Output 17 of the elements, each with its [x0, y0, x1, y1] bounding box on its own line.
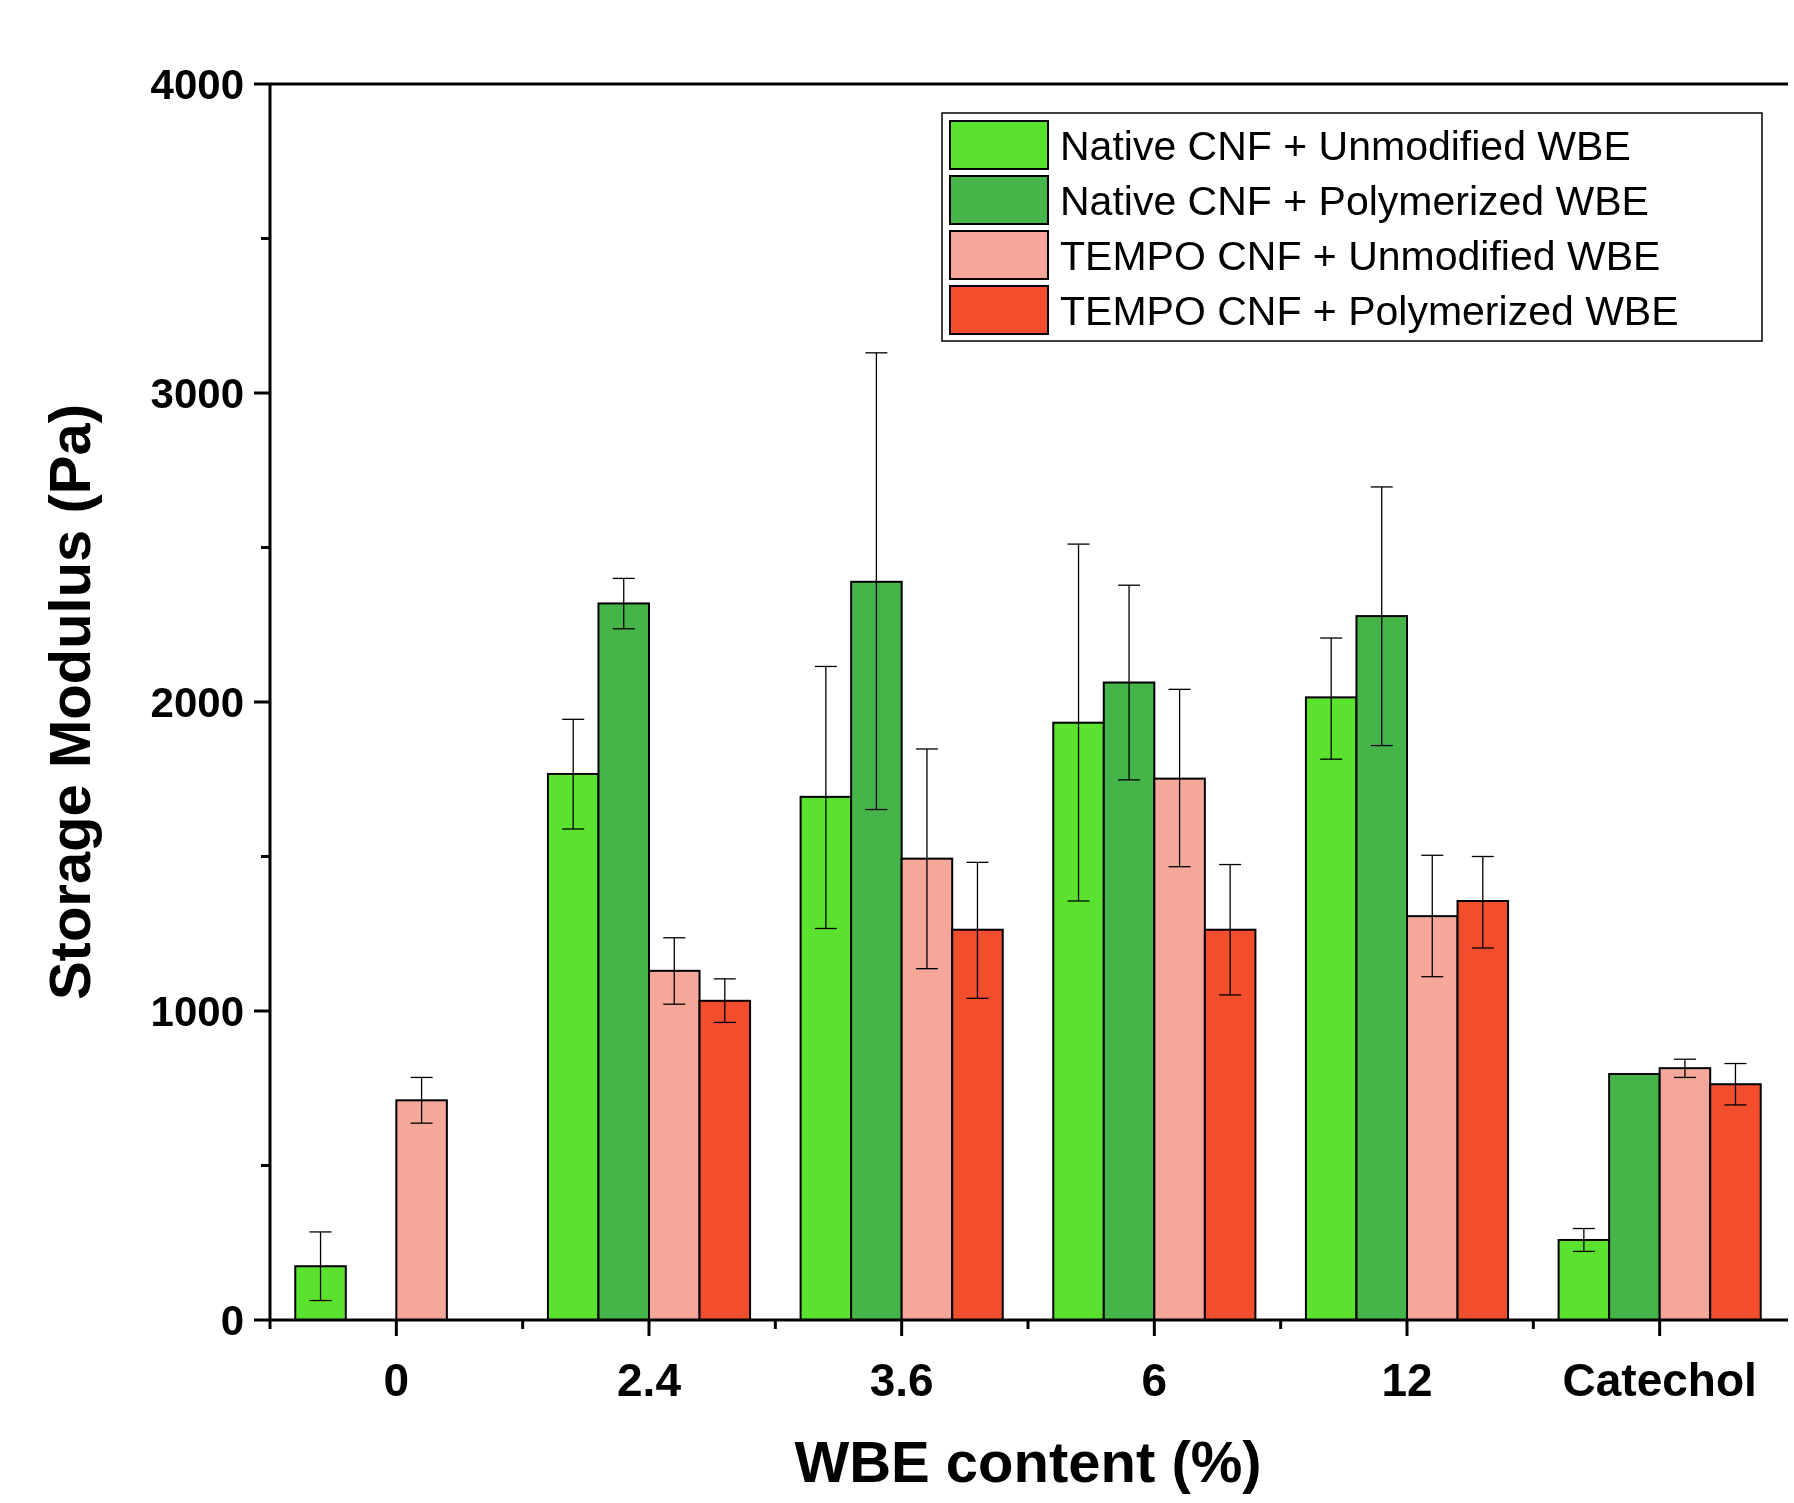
legend-label: TEMPO CNF + Polymerized WBE [1060, 288, 1679, 335]
y-tick-label: 3000 [150, 369, 244, 417]
x-tick-label: 6 [1141, 1354, 1168, 1406]
legend-label: Native CNF + Unmodified WBE [1060, 123, 1631, 170]
y-tick-label: 4000 [150, 60, 244, 108]
x-tick-label: 12 [1381, 1354, 1433, 1406]
y-axis-title: Storage Modulus (Pa) [37, 403, 102, 1001]
x-tick-label: 2.4 [617, 1354, 682, 1406]
y-tick-label: 0 [220, 1296, 244, 1344]
x-tick-label: Catechol [1562, 1354, 1757, 1406]
x-tick-label: 3.6 [869, 1354, 934, 1406]
x-tick-label: 0 [383, 1354, 410, 1406]
y-tick-label: 1000 [150, 987, 244, 1035]
x-axis-title: WBE content (%) [794, 1429, 1262, 1494]
legend-label: TEMPO CNF + Unmodified WBE [1060, 233, 1661, 280]
y-tick-label: 2000 [150, 678, 244, 726]
legend-label: Native CNF + Polymerized WBE [1060, 178, 1649, 225]
